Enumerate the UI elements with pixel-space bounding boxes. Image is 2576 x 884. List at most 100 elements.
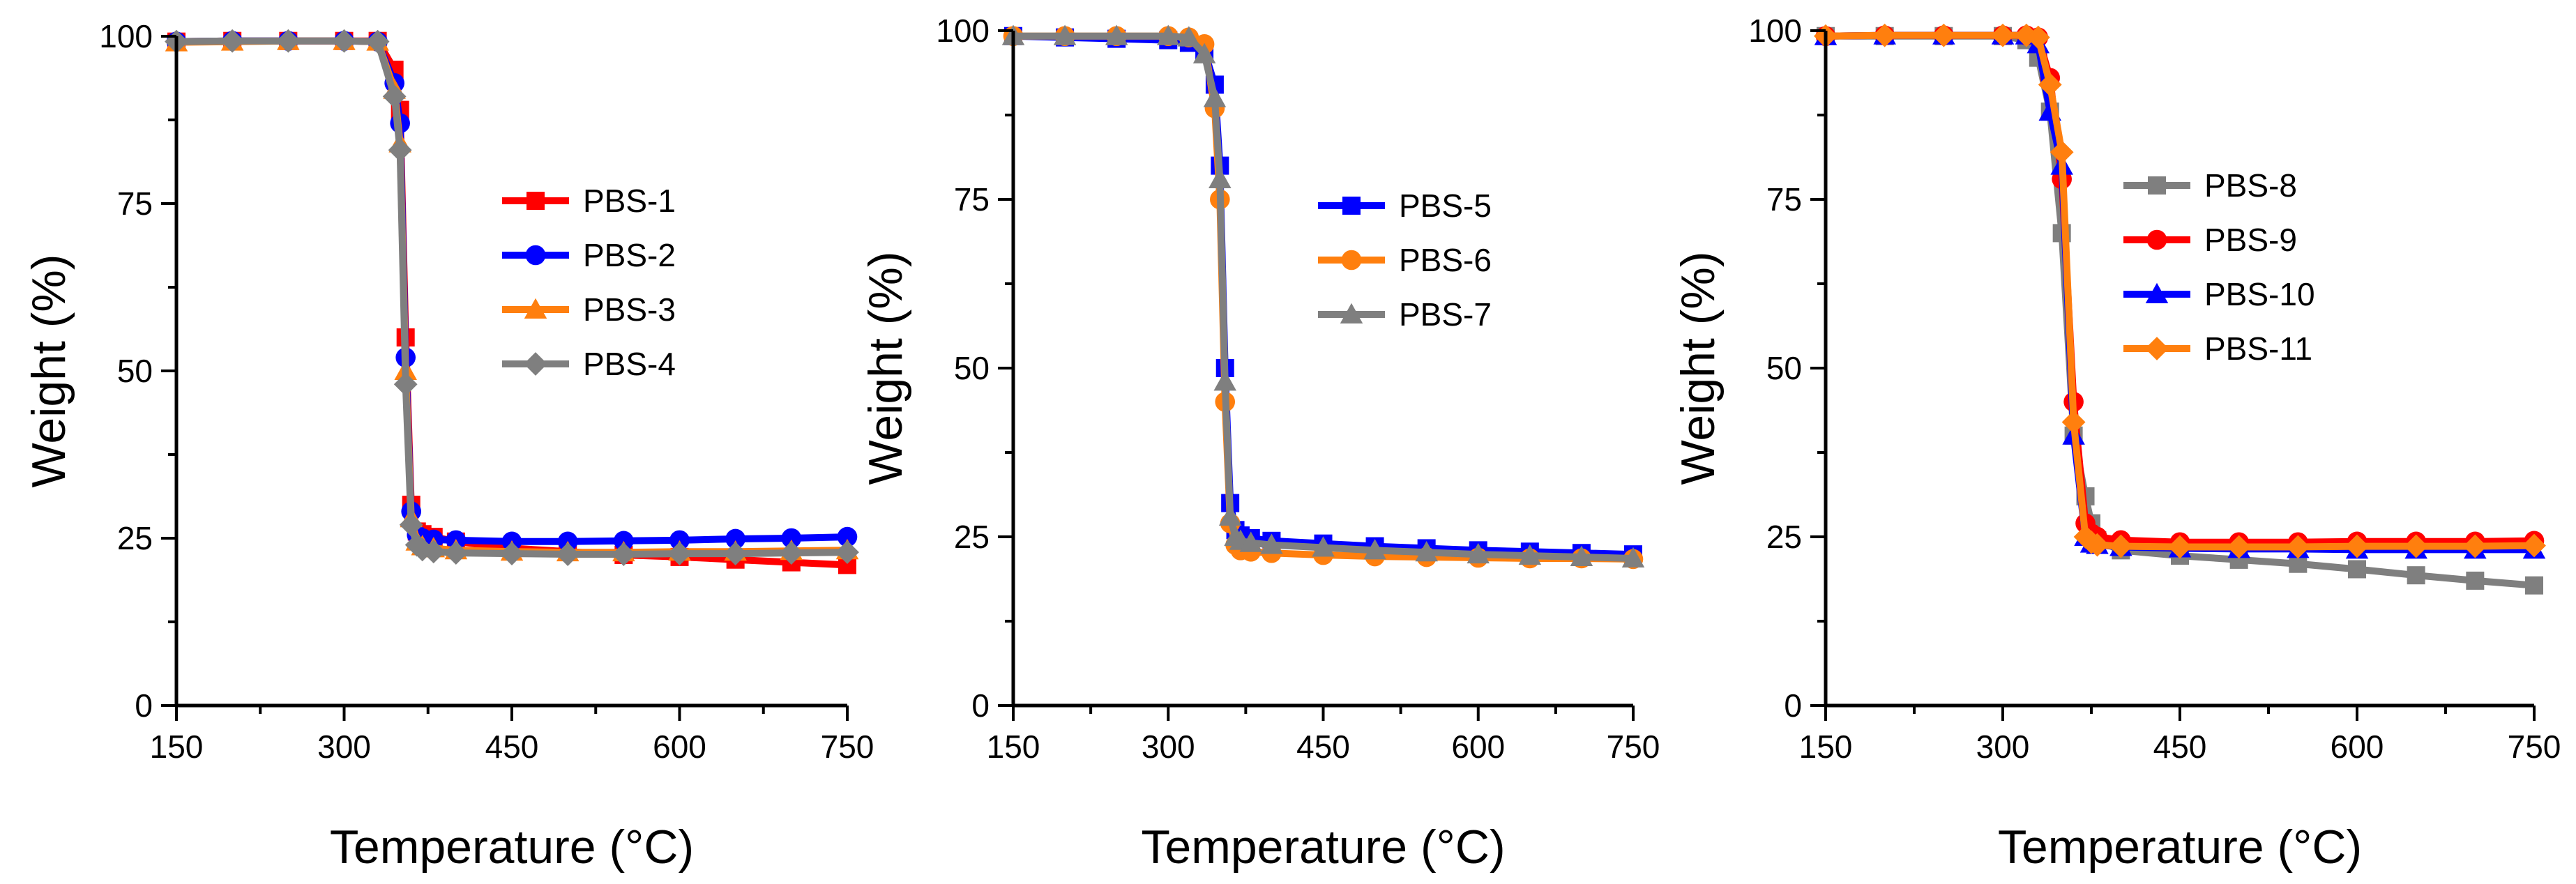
legend-label: PBS-1 — [583, 183, 676, 219]
data-point — [837, 526, 858, 547]
chart-panel-1: 150 300 450 600 750 0 25 50 75 100 Temperature (°C… — [22, 18, 874, 874]
legend-marker — [524, 298, 547, 319]
series-line-pbs-1 — [173, 37, 851, 569]
data-point — [2407, 566, 2425, 585]
data-point — [2050, 140, 2074, 165]
data-point — [1518, 544, 1542, 565]
legend: PBS-1 PBS-2 PBS-3 PBS-4 — [502, 183, 676, 382]
y-axis-title: Weight (%) — [859, 251, 912, 485]
legend-label: PBS-5 — [1399, 188, 1492, 224]
legend: PBS-8 PBS-9 PBS-10 PBS-11 — [2123, 167, 2315, 367]
series-line-pbs-5 — [1010, 32, 1637, 558]
x-tick-label: 150 — [150, 729, 204, 765]
x-axis-title: Temperature (°C) — [1998, 821, 2362, 874]
data-point — [1570, 545, 1593, 567]
data-point — [365, 29, 390, 54]
y-tick-label: 25 — [1766, 519, 1802, 555]
data-point — [1213, 370, 1236, 391]
series-line-pbs-9 — [1822, 31, 2538, 546]
chart-panel-2: 150 300 450 600 750 0 25 50 75 100 Temperature (°C… — [859, 13, 1660, 874]
series-line-pbs-4 — [173, 37, 851, 558]
data-point — [2061, 410, 2086, 434]
y-tick-label: 75 — [1766, 181, 1802, 218]
legend-marker — [2146, 229, 2167, 250]
x-tick-label: 300 — [1976, 729, 2030, 765]
y-tick-label: 50 — [1766, 350, 1802, 386]
data-point — [669, 530, 690, 551]
x-tick-label: 750 — [821, 729, 874, 765]
data-point — [382, 84, 407, 109]
data-point — [393, 372, 418, 397]
data-point — [2227, 535, 2251, 559]
data-point — [1621, 547, 1645, 567]
legend-marker — [524, 352, 547, 376]
series-line-pbs-2 — [173, 37, 851, 545]
y-tick-label: 25 — [954, 519, 990, 555]
data-point — [1239, 531, 1263, 552]
legend-label: PBS-11 — [2204, 330, 2312, 367]
data-point — [725, 528, 745, 549]
data-point — [1053, 24, 1077, 45]
legend-label: PBS-3 — [583, 291, 676, 328]
y-tick-label: 0 — [971, 687, 990, 724]
legend-label: PBS-6 — [1399, 242, 1492, 278]
data-point — [2404, 534, 2428, 558]
data-point — [779, 541, 803, 565]
x-tick-label: 450 — [1296, 729, 1350, 765]
data-point — [2286, 535, 2310, 559]
series-line-pbs-3 — [173, 37, 851, 556]
x-tick-label: 600 — [1451, 729, 1505, 765]
legend-marker — [526, 192, 545, 210]
data-point — [1157, 24, 1180, 45]
y-tick-label: 100 — [936, 13, 990, 49]
data-point — [1177, 26, 1201, 47]
x-axis-title: Temperature (°C) — [1141, 821, 1505, 874]
y-tick-label: 50 — [954, 350, 990, 386]
y-tick-label: 100 — [1748, 13, 1802, 49]
y-tick-label: 100 — [99, 18, 153, 54]
x-tick-label: 150 — [1799, 729, 1853, 765]
data-point — [2466, 571, 2485, 590]
data-point — [1218, 505, 1242, 526]
legend-label: PBS-2 — [583, 237, 676, 273]
legend-marker — [525, 245, 546, 266]
legend-marker — [2145, 282, 2169, 303]
data-point — [500, 542, 524, 565]
x-tick-label: 450 — [2153, 729, 2207, 765]
data-point — [2026, 25, 2050, 49]
legend-label: PBS-10 — [2204, 276, 2315, 312]
x-tick-label: 450 — [485, 729, 539, 765]
data-point — [2525, 576, 2543, 595]
data-point — [835, 540, 859, 565]
data-point — [1105, 24, 1128, 45]
legend-marker — [2148, 176, 2166, 195]
data-point — [612, 542, 636, 566]
data-point — [1312, 536, 1335, 557]
y-tick-label: 75 — [117, 185, 153, 222]
data-point — [1363, 539, 1386, 560]
data-point — [1192, 43, 1216, 63]
chart-panel-3: 150 300 450 600 750 0 25 50 75 100 Temperature (°C… — [1672, 13, 2561, 874]
y-axis-title: Weight (%) — [1672, 251, 1725, 485]
data-point — [276, 29, 301, 53]
legend-label: PBS-9 — [2204, 222, 2297, 258]
data-point — [667, 542, 692, 565]
data-point — [1872, 23, 1897, 47]
y-tick-label: 25 — [117, 520, 153, 556]
legend-marker — [2145, 337, 2169, 360]
data-point — [1203, 86, 1227, 107]
data-point — [2038, 73, 2062, 97]
x-axis-title: Temperature (°C) — [330, 821, 694, 874]
x-tick-label: 300 — [1142, 729, 1195, 765]
x-tick-label: 600 — [2331, 729, 2384, 765]
data-point — [388, 138, 412, 162]
data-point — [399, 512, 423, 537]
data-point — [2522, 533, 2546, 558]
data-point — [1467, 542, 1490, 564]
legend-marker — [1340, 303, 1363, 323]
x-tick-label: 750 — [2508, 729, 2561, 765]
x-tick-label: 150 — [987, 729, 1040, 765]
data-point — [220, 29, 245, 53]
y-axis-title: Weight (%) — [22, 254, 75, 487]
data-point — [2348, 560, 2366, 579]
